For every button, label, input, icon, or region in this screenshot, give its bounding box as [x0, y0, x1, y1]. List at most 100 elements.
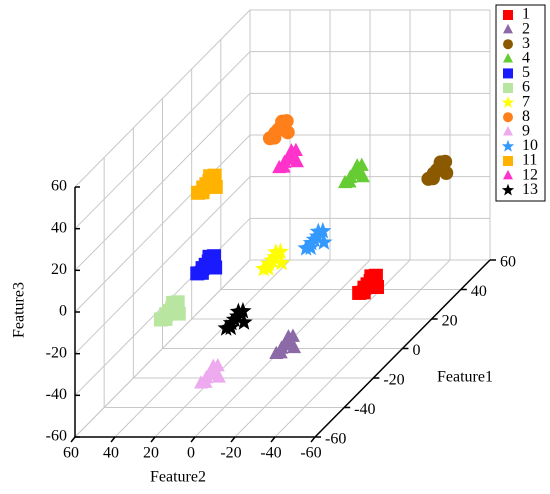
legend-label: 3	[522, 35, 530, 52]
point	[309, 222, 327, 240]
x-axis-title: Feature1	[437, 369, 493, 386]
grid-line	[74, 92, 490, 271]
y-tick	[150, 436, 156, 443]
point	[235, 313, 253, 330]
point	[211, 369, 226, 383]
point	[166, 295, 181, 310]
point	[203, 169, 218, 184]
point	[267, 130, 282, 145]
legend-marker	[501, 183, 515, 196]
point	[290, 153, 304, 168]
legend-label: 13	[522, 181, 538, 198]
y-tick	[190, 436, 196, 443]
point	[276, 159, 291, 173]
grid-line	[191, 69, 432, 320]
grid-line	[114, 10, 291, 438]
x-tick-label: -60	[325, 431, 346, 448]
point	[281, 329, 296, 343]
point	[259, 259, 277, 276]
point	[433, 155, 448, 170]
point	[206, 358, 221, 372]
point	[350, 158, 365, 172]
legend-marker	[501, 139, 515, 152]
point	[315, 233, 333, 250]
point	[425, 171, 440, 186]
y-tick-label: -60	[300, 445, 321, 462]
point	[370, 280, 384, 295]
axis-line	[74, 187, 491, 438]
point	[171, 306, 186, 321]
legend-label: 10	[522, 137, 538, 154]
z-tick-label: 0	[59, 303, 67, 320]
point	[267, 243, 285, 260]
point	[208, 260, 223, 275]
x-tick-label: 20	[442, 313, 458, 330]
grid-line	[74, 176, 490, 355]
point	[356, 285, 371, 300]
legend-label: 6	[522, 79, 530, 96]
grid-line	[132, 128, 374, 379]
legend-marker	[503, 68, 513, 79]
legend-marker	[503, 39, 513, 50]
legend-label: 12	[522, 166, 538, 183]
y-tick	[70, 436, 76, 443]
legend-marker	[503, 10, 513, 20]
point	[272, 253, 291, 271]
legend-label: 2	[522, 20, 530, 37]
grid-line	[274, 10, 451, 438]
legend-label: 5	[522, 64, 530, 81]
y-tick-label: 0	[187, 445, 195, 462]
point	[202, 249, 217, 264]
point	[198, 374, 213, 388]
legend-box	[495, 4, 546, 202]
legend-marker	[503, 126, 513, 136]
x-tick-label: 40	[471, 283, 487, 300]
z-tick-label: 60	[51, 178, 67, 195]
point	[222, 318, 240, 336]
legend-marker	[503, 112, 513, 123]
y-tick	[230, 436, 236, 443]
legend-marker	[503, 156, 513, 166]
z-tick-label: -60	[46, 428, 67, 445]
point	[280, 125, 295, 140]
legend-label: 11	[522, 152, 537, 169]
point	[284, 143, 299, 157]
grid-line	[74, 51, 490, 230]
point	[208, 179, 223, 194]
point	[194, 265, 209, 280]
legend-marker	[503, 83, 513, 93]
grid-line	[74, 9, 490, 188]
grid-line	[74, 259, 490, 438]
x-tick-label: -40	[354, 401, 375, 418]
legend-marker	[503, 53, 513, 63]
grid-line	[74, 217, 490, 396]
legend-marker	[503, 23, 513, 34]
legend-marker	[503, 169, 513, 180]
legend-label: 4	[522, 49, 530, 66]
z-tick-label: 20	[51, 261, 67, 278]
y-tick-label: -40	[260, 445, 281, 462]
grid-line	[74, 134, 490, 313]
y-tick	[110, 436, 116, 443]
point	[229, 302, 248, 320]
x-tick-label: 60	[500, 254, 516, 271]
z-tick-label: -40	[46, 386, 67, 403]
z-tick-label: -20	[46, 344, 67, 361]
grid-line	[154, 10, 331, 438]
point	[355, 168, 370, 183]
legend-label: 7	[522, 93, 530, 110]
legend-marker	[501, 96, 515, 108]
point	[301, 238, 320, 256]
y-tick-label: 60	[63, 445, 79, 462]
y-axis-title: Feature2	[150, 469, 206, 486]
legend-label: 8	[522, 108, 530, 125]
point	[287, 339, 302, 354]
point	[158, 311, 173, 326]
point	[342, 174, 357, 188]
y-tick	[310, 436, 316, 443]
y-tick-label: 20	[143, 445, 159, 462]
point	[195, 185, 210, 200]
point	[273, 345, 288, 359]
y-tick-label: -20	[220, 445, 241, 462]
